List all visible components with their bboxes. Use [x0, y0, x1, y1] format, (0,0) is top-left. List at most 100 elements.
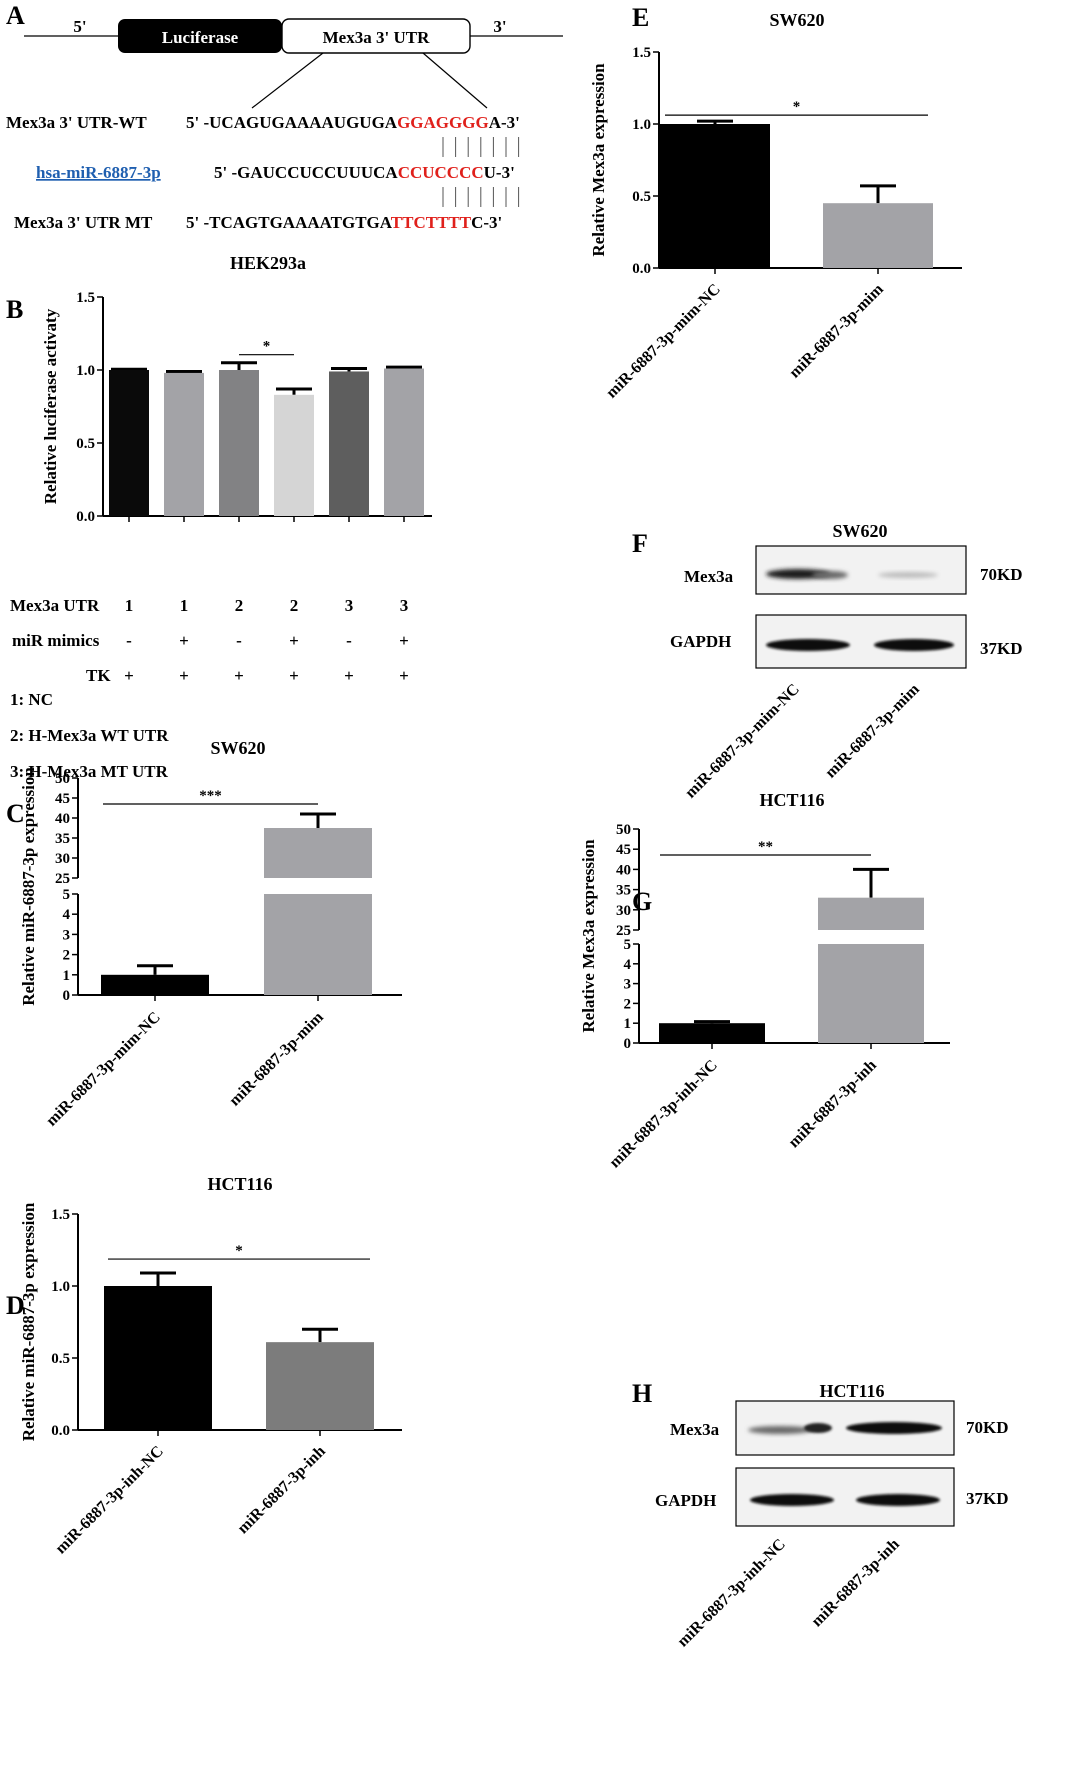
- table-row-label-tk: TK: [86, 666, 111, 685]
- utr-box: [281, 18, 471, 54]
- y-tick-label: 0.5: [632, 189, 651, 205]
- y-tick-label: 50: [616, 822, 631, 838]
- panel-f: F SW620 Mex3a GAPDH 70KD 37KD miR-6887-3…: [632, 521, 1023, 802]
- blot-f-lane-label-2: miR-6887-3p-mim: [822, 680, 923, 781]
- significance-label: *: [235, 1243, 243, 1259]
- y-tick-label: 1.5: [632, 45, 651, 61]
- bar: [219, 370, 259, 516]
- legend-item-2: 2: H-Mex3a WT UTR: [10, 726, 169, 745]
- y-axis-label: Relative luciferase activaty: [41, 308, 60, 504]
- band-f-mex3a-lane2: [878, 572, 938, 578]
- bar-lower-segment: [818, 944, 924, 1043]
- bar: [274, 394, 314, 516]
- blot-f-band-label-gapdh: GAPDH: [670, 632, 731, 651]
- bar: [329, 371, 369, 516]
- y-tick-label: 3: [63, 927, 71, 943]
- blot-f-gapdh-membrane: [755, 614, 967, 669]
- mt-utr-sequence: 5' -TCAGTGAAAATGTGATTCTTTTC-3': [186, 213, 502, 232]
- y-tick-label: 1: [624, 1016, 632, 1032]
- band-h-gapdh-lane1: [750, 1494, 834, 1506]
- table-cell: +: [399, 631, 409, 650]
- y-tick-label: 0: [624, 1036, 632, 1052]
- y-tick-label: 0.5: [51, 1351, 70, 1367]
- y-tick-label: 1.0: [76, 363, 95, 379]
- table-cell: 1: [180, 596, 189, 615]
- x-category-label: miR-6887-3p-mim: [786, 280, 887, 381]
- bar-lower-segment: [264, 894, 372, 995]
- blot-h-size-70kd: 70KD: [966, 1418, 1009, 1437]
- table-cell: +: [179, 631, 189, 650]
- table-cell: +: [234, 666, 244, 685]
- y-tick-label: 1.5: [51, 1207, 70, 1223]
- blot-h-gapdh-membrane: [735, 1467, 955, 1527]
- bar-upper-segment: [818, 897, 924, 930]
- blot-h-band-label-gapdh: GAPDH: [655, 1491, 716, 1510]
- table-row-label-mimics: miR mimics: [12, 631, 100, 650]
- y-tick-label: 1.0: [51, 1279, 70, 1295]
- table-cell: -: [346, 631, 352, 650]
- y-tick-label: 35: [616, 883, 631, 899]
- luciferase-box: [118, 19, 282, 53]
- blot-f-size-70kd: 70KD: [980, 565, 1023, 584]
- table-cell: 1: [125, 596, 134, 615]
- legend-item-1: 1: NC: [10, 690, 53, 709]
- panel-label-b: B: [6, 295, 23, 324]
- mirna-sequence: 5' -GAUCCUCCUUUCACCUCCCCU-3': [214, 163, 515, 182]
- y-tick-label: 5: [63, 887, 71, 903]
- table-cell: 3: [345, 596, 354, 615]
- chart-title: HEK293a: [230, 253, 306, 273]
- panel-label-e: E: [632, 3, 649, 32]
- y-axis-label: Relative Mex3a expression: [579, 839, 598, 1033]
- blot-h-mex3a-membrane: [735, 1400, 955, 1456]
- significance-label: *: [263, 339, 271, 355]
- bar: [164, 372, 204, 516]
- y-tick-label: 30: [616, 903, 631, 919]
- panel-label-h: H: [632, 1379, 652, 1408]
- table-cell: +: [289, 666, 299, 685]
- y-tick-label: 5: [624, 937, 632, 953]
- x-category-label: miR-6887-3p-mim-NC: [43, 1009, 164, 1130]
- bar: [101, 974, 209, 995]
- x-category-label: miR-6887-3p-mim: [226, 1008, 327, 1109]
- blot-f-title: SW620: [832, 521, 887, 541]
- legend-item-3: 3: H-Mex3a MT UTR: [10, 762, 169, 781]
- panel-b: B HEK293a 0.0 0.5 1.0 1.5 Relative luciferase…: [6, 253, 432, 781]
- wt-utr-label: Mex3a 3' UTR-WT: [6, 113, 147, 132]
- y-tick-label: 3: [624, 977, 632, 993]
- x-category-label: miR-6887-3p-inh: [785, 1057, 879, 1151]
- blot-h-title: HCT116: [819, 1381, 884, 1401]
- table-cell: +: [179, 666, 189, 685]
- blot-f-band-label-mex3a: Mex3a: [684, 567, 734, 586]
- y-tick-label: 2: [624, 996, 632, 1012]
- y-tick-label: 0.0: [51, 1423, 70, 1439]
- table-cell: 2: [235, 596, 244, 615]
- blot-f-size-37kd: 37KD: [980, 639, 1023, 658]
- panel-a: A 5' 3' Luciferase Mex3a 3' UTR Mex3a 3'…: [6, 1, 563, 232]
- panel-b-table: Mex3a UTR miR mimics TK 1 1 2 2 3 3 - + - + - + + + + +…: [10, 596, 409, 685]
- y-tick-label: 4: [63, 907, 71, 923]
- mirna-label-link[interactable]: hsa-miR-6887-3p: [36, 163, 161, 182]
- y-tick-label: 40: [616, 862, 631, 878]
- three-prime-label: 3': [493, 17, 506, 36]
- y-tick-label: 0: [63, 988, 71, 1004]
- blot-f-mex3a-membrane: [755, 545, 967, 595]
- panel-h: H HCT116 Mex3a GAPDH 70KD 37KD miR-6887-…: [632, 1379, 1009, 1650]
- chart-d: HCT116 0.0 0.5 1.0 1.5 Relative miR-6887-3p e…: [19, 1174, 402, 1557]
- y-tick-label: 35: [55, 831, 70, 847]
- x-category-label: miR-6887-3p-inh-NC: [52, 1443, 166, 1557]
- y-tick-label: 25: [55, 871, 70, 887]
- bar-upper-segment: [264, 828, 372, 878]
- luciferase-label: Luciferase: [162, 28, 239, 47]
- band-h-mex3a-lane2: [846, 1422, 942, 1434]
- blot-h-band-label-mex3a: Mex3a: [670, 1420, 720, 1439]
- table-cells: 1 1 2 2 3 3 - + - + - + + + + + + +: [124, 596, 409, 685]
- y-tick-label: 0.0: [632, 261, 651, 277]
- significance-label: **: [758, 839, 773, 855]
- y-axis-label: Relative miR-6887-3p expression: [19, 767, 38, 1006]
- chart-b: HEK293a 0.0 0.5 1.0 1.5 Relative luciferase a…: [41, 253, 432, 525]
- chart-title: SW620: [769, 10, 824, 30]
- zoom-line-right: [422, 52, 488, 109]
